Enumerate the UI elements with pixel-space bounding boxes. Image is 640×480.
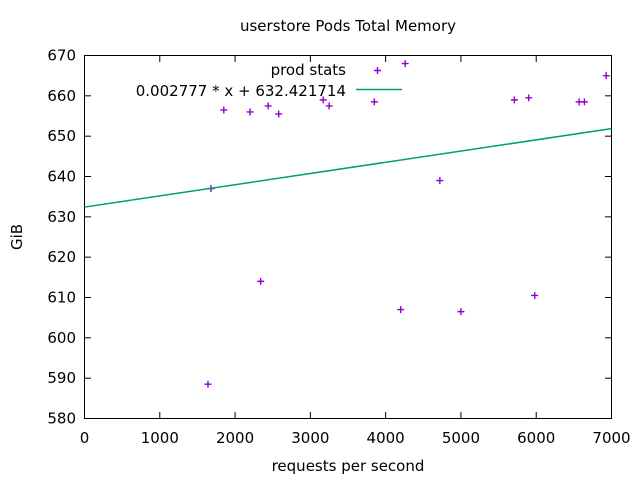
data-point bbox=[257, 277, 265, 285]
data-point bbox=[457, 308, 465, 316]
y-tick-label: 670 bbox=[47, 47, 76, 65]
chart-title: userstore Pods Total Memory bbox=[239, 17, 457, 35]
y-tick-label: 630 bbox=[47, 208, 76, 226]
plot-border bbox=[84, 55, 612, 419]
data-point bbox=[510, 96, 518, 104]
y-tick-label: 590 bbox=[47, 369, 76, 387]
data-point bbox=[246, 108, 254, 116]
data-point bbox=[264, 102, 272, 110]
y-tick-label: 610 bbox=[47, 289, 76, 307]
y-tick-label: 650 bbox=[47, 127, 76, 145]
legend-label-prod-stats: prod stats bbox=[270, 61, 346, 79]
x-tick-label: 7000 bbox=[592, 429, 630, 447]
data-point bbox=[325, 102, 333, 110]
y-tick-label: 620 bbox=[47, 248, 76, 266]
x-tick-label: 1000 bbox=[141, 429, 179, 447]
data-point bbox=[602, 72, 610, 80]
y-tick-label: 580 bbox=[47, 410, 76, 428]
legend-label-fit-equation: 0.002777 * x + 632.421714 bbox=[135, 82, 346, 100]
data-point bbox=[220, 106, 228, 114]
data-point bbox=[401, 60, 409, 68]
data-point bbox=[397, 306, 405, 314]
data-point bbox=[436, 177, 444, 185]
data-point bbox=[319, 96, 327, 104]
data-point bbox=[275, 110, 283, 118]
data-point bbox=[531, 291, 539, 299]
y-tick-label: 640 bbox=[47, 168, 76, 186]
y-tick-label: 660 bbox=[47, 87, 76, 105]
x-tick-label: 5000 bbox=[442, 429, 480, 447]
data-point bbox=[580, 98, 588, 106]
x-axis-label: requests per second bbox=[271, 457, 425, 475]
x-tick-label: 4000 bbox=[367, 429, 405, 447]
x-tick-label: 2000 bbox=[216, 429, 254, 447]
x-tick-label: 6000 bbox=[517, 429, 555, 447]
y-tick-label: 600 bbox=[47, 329, 76, 347]
data-point bbox=[525, 94, 533, 102]
data-point bbox=[204, 380, 212, 388]
legend-point-marker bbox=[374, 67, 381, 74]
x-tick-label: 0 bbox=[80, 429, 90, 447]
fit-line bbox=[84, 127, 612, 208]
y-axis-label: GiB bbox=[8, 223, 26, 251]
data-point bbox=[370, 98, 378, 106]
x-tick-label: 3000 bbox=[291, 429, 329, 447]
